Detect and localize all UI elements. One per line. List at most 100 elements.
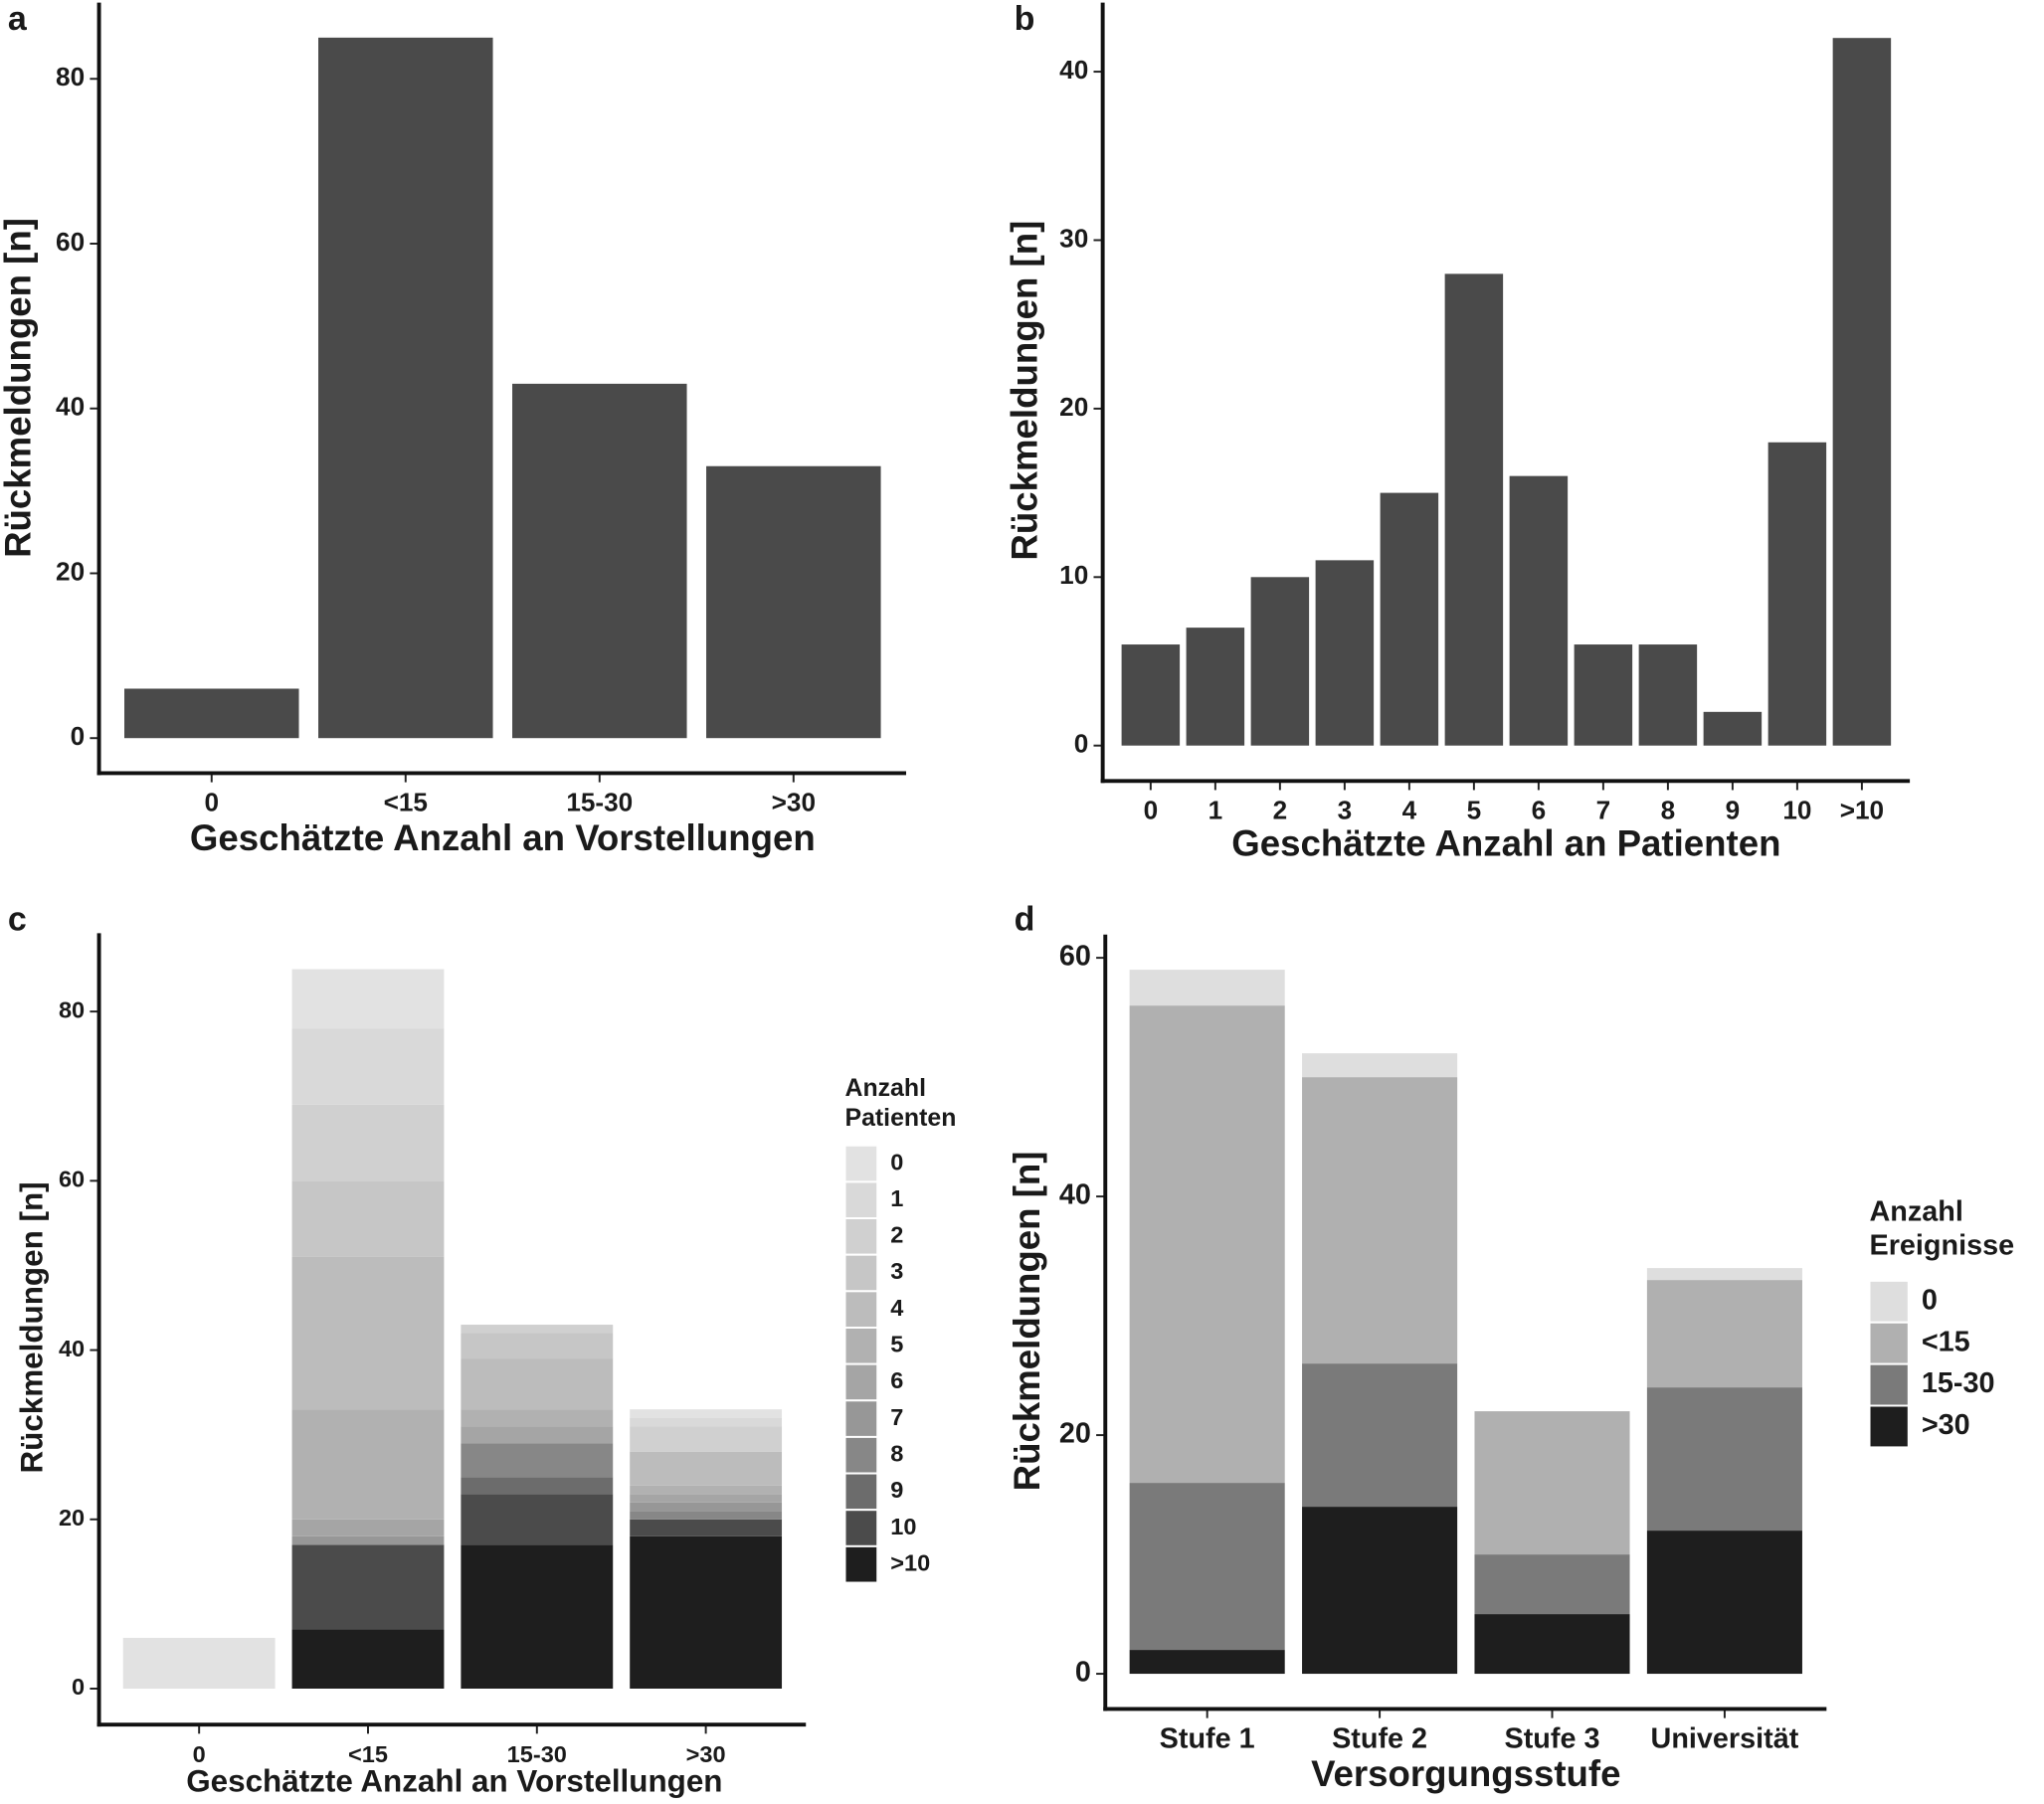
y-tick-label: 20 bbox=[59, 1505, 85, 1531]
bar-segment bbox=[1302, 1077, 1458, 1364]
bar-segment bbox=[630, 1494, 783, 1503]
y-tick-label: 20 bbox=[1059, 1418, 1091, 1450]
bar bbox=[318, 37, 493, 739]
x-tick-label: 5 bbox=[1467, 796, 1482, 825]
bar-segment bbox=[461, 1409, 614, 1427]
bar-segment bbox=[291, 1256, 445, 1410]
bar-segment bbox=[630, 1519, 783, 1536]
x-axis-title: Geschätzte Anzahl an Patienten bbox=[1231, 822, 1780, 863]
bar bbox=[1186, 628, 1245, 746]
x-tick-label: 15-30 bbox=[507, 1741, 567, 1767]
legend-title: Anzahl bbox=[845, 1074, 927, 1102]
bar-segment bbox=[461, 1358, 614, 1410]
legend-label: 6 bbox=[890, 1367, 903, 1393]
bar bbox=[1250, 577, 1310, 746]
x-tick-label: 6 bbox=[1532, 796, 1547, 825]
bar bbox=[1315, 560, 1375, 746]
legend-label: 7 bbox=[890, 1404, 903, 1430]
y-tick-label: 0 bbox=[1074, 729, 1089, 759]
legend-swatch bbox=[843, 1362, 879, 1402]
bar bbox=[512, 383, 687, 739]
y-tick-label: 40 bbox=[1059, 1179, 1091, 1211]
x-tick-label: Stufe 2 bbox=[1332, 1722, 1427, 1754]
bar-segment bbox=[461, 1426, 614, 1444]
bar bbox=[1574, 644, 1633, 746]
bar-segment bbox=[630, 1511, 783, 1520]
x-tick-label: <15 bbox=[384, 788, 428, 817]
legend-swatch bbox=[843, 1326, 879, 1365]
x-tick-label: 7 bbox=[1596, 796, 1611, 825]
legend-swatch bbox=[1868, 1279, 1910, 1324]
bar-segment bbox=[630, 1502, 783, 1512]
y-tick-label: 60 bbox=[56, 227, 85, 257]
legend-swatch bbox=[843, 1472, 879, 1512]
bar-segment bbox=[461, 1333, 614, 1359]
bar bbox=[1767, 442, 1827, 746]
legend-label: 9 bbox=[890, 1477, 903, 1503]
bar-segment bbox=[291, 1629, 445, 1689]
legend-swatch bbox=[1868, 1362, 1910, 1407]
bar-segment bbox=[630, 1451, 783, 1486]
bar-segment bbox=[291, 1104, 445, 1181]
legend-swatch bbox=[843, 1144, 879, 1183]
x-tick-label: 8 bbox=[1661, 796, 1676, 825]
bar-segment bbox=[461, 1494, 614, 1545]
y-axis-title: Rückmeldungen [n] bbox=[1004, 221, 1044, 561]
panel-label: b bbox=[1015, 0, 1035, 38]
legend-label: 5 bbox=[890, 1332, 903, 1357]
x-tick-label: 1 bbox=[1208, 796, 1223, 825]
bar bbox=[1638, 644, 1698, 746]
panel-label: d bbox=[1015, 901, 1035, 939]
bar-segment bbox=[122, 1637, 276, 1689]
legend-label: 2 bbox=[890, 1222, 903, 1248]
legend-label: 3 bbox=[890, 1258, 903, 1284]
legend-swatch bbox=[843, 1435, 879, 1475]
x-tick-label: >10 bbox=[1840, 796, 1884, 825]
bar-segment bbox=[1474, 1614, 1630, 1675]
bar bbox=[1832, 38, 1892, 746]
legend-label: 10 bbox=[890, 1514, 916, 1539]
bar-segment bbox=[291, 1409, 445, 1520]
x-tick-label: Universität bbox=[1651, 1722, 1799, 1754]
x-tick-label: 10 bbox=[1782, 796, 1811, 825]
bar-segment bbox=[461, 1477, 614, 1495]
legend-swatch bbox=[843, 1253, 879, 1293]
x-tick-label: 0 bbox=[193, 1741, 206, 1767]
bar-segment bbox=[1646, 1387, 1802, 1532]
bar-segment bbox=[1474, 1554, 1630, 1615]
y-tick-label: 80 bbox=[59, 996, 85, 1022]
bar-segment bbox=[1302, 1053, 1458, 1078]
y-tick-label: 0 bbox=[72, 1674, 85, 1700]
bar-segment bbox=[630, 1426, 783, 1452]
y-tick-label: 60 bbox=[59, 1167, 85, 1192]
bar bbox=[124, 688, 299, 739]
bar-segment bbox=[1646, 1268, 1802, 1281]
bar-segment bbox=[1646, 1531, 1802, 1675]
legend-label: 1 bbox=[890, 1185, 903, 1211]
x-tick-label: Stufe 1 bbox=[1160, 1722, 1255, 1754]
legend-label: <15 bbox=[1922, 1326, 1970, 1357]
panel-label: a bbox=[8, 0, 28, 38]
y-axis-title: Rückmeldungen [n] bbox=[1007, 1152, 1047, 1492]
bar-segment bbox=[291, 1535, 445, 1545]
legend-swatch bbox=[843, 1180, 879, 1220]
x-tick-label: >30 bbox=[686, 1741, 726, 1767]
x-tick-label: 2 bbox=[1273, 796, 1288, 825]
legend-title: Patienten bbox=[845, 1104, 957, 1132]
x-tick-label: 0 bbox=[204, 788, 219, 817]
y-tick-label: 10 bbox=[1059, 560, 1088, 590]
bar-segment bbox=[1129, 1650, 1285, 1675]
bar-segment bbox=[291, 969, 445, 1029]
x-tick-label: >30 bbox=[772, 788, 816, 817]
bar-segment bbox=[461, 1443, 614, 1478]
y-tick-label: 40 bbox=[1059, 55, 1088, 85]
bar bbox=[1121, 644, 1181, 746]
legend-swatch bbox=[843, 1217, 879, 1256]
legend-label: >30 bbox=[1922, 1409, 1970, 1441]
legend-label: 4 bbox=[890, 1295, 903, 1321]
x-tick-label: 15-30 bbox=[566, 788, 633, 817]
bar-segment bbox=[1129, 970, 1285, 1006]
legend-swatch bbox=[1868, 1321, 1910, 1365]
